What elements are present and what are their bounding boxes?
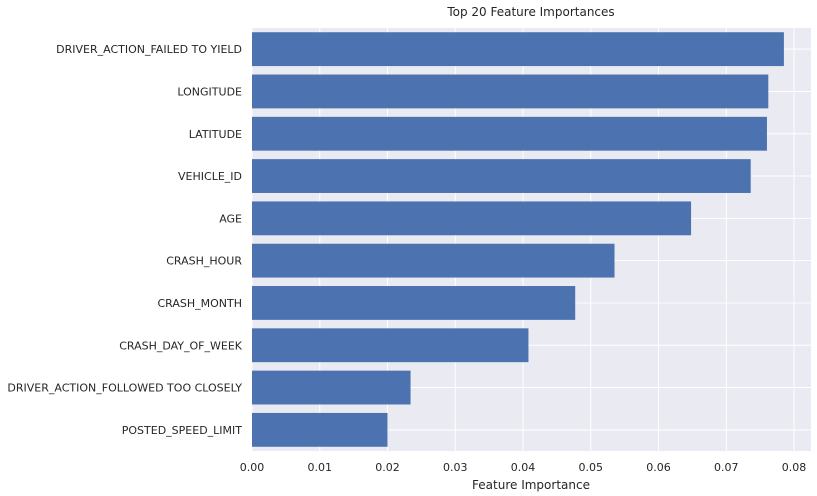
x-tick-label: 0.01 (308, 461, 333, 474)
bar (252, 32, 784, 67)
x-tick-label: 0.07 (714, 461, 739, 474)
bar (252, 116, 767, 151)
y-tick-label: CRASH_HOUR (166, 255, 242, 268)
y-tick-label: LATITUDE (189, 128, 242, 141)
x-tick-label: 0.00 (240, 461, 265, 474)
x-tick-label: 0.05 (579, 461, 604, 474)
bar (252, 286, 576, 320)
bar (252, 201, 692, 236)
x-tick-label: 0.06 (646, 461, 671, 474)
x-tick-label: 0.02 (375, 461, 400, 474)
x-tick-labels: 0.00 0.01 0.02 0.03 0.04 0.05 0.06 0.07 0.08 (240, 461, 807, 474)
y-tick-label: DRIVER_ACTION_FAILED TO YIELD (56, 43, 242, 56)
y-tick-label: DRIVER_ACTION_FOLLOWED TOO CLOSELY (7, 382, 242, 395)
x-tick-label: 0.08 (782, 461, 807, 474)
bar (252, 328, 529, 363)
bar (252, 159, 751, 193)
y-tick-label: LONGITUDE (177, 85, 242, 98)
x-tick-label: 0.04 (511, 461, 536, 474)
chart-title: Top 20 Feature Importances (446, 5, 614, 19)
y-tick-label: POSTED_SPEED_LIMIT (122, 424, 243, 437)
x-axis-label: Feature Importance (472, 478, 590, 492)
y-tick-label: CRASH_DAY_OF_WEEK (119, 339, 243, 352)
y-tick-label: AGE (219, 212, 242, 225)
y-tick-labels: DRIVER_ACTION_FAILED TO YIELD LONGITUDE LA… (7, 43, 242, 437)
bar (252, 74, 769, 109)
bar (252, 243, 615, 278)
bar (252, 370, 411, 405)
x-tick-label: 0.03 (443, 461, 468, 474)
y-tick-label: CRASH_MONTH (157, 297, 242, 310)
bars (252, 32, 784, 447)
y-tick-label: VEHICLE_ID (178, 170, 242, 183)
bar (252, 412, 388, 447)
